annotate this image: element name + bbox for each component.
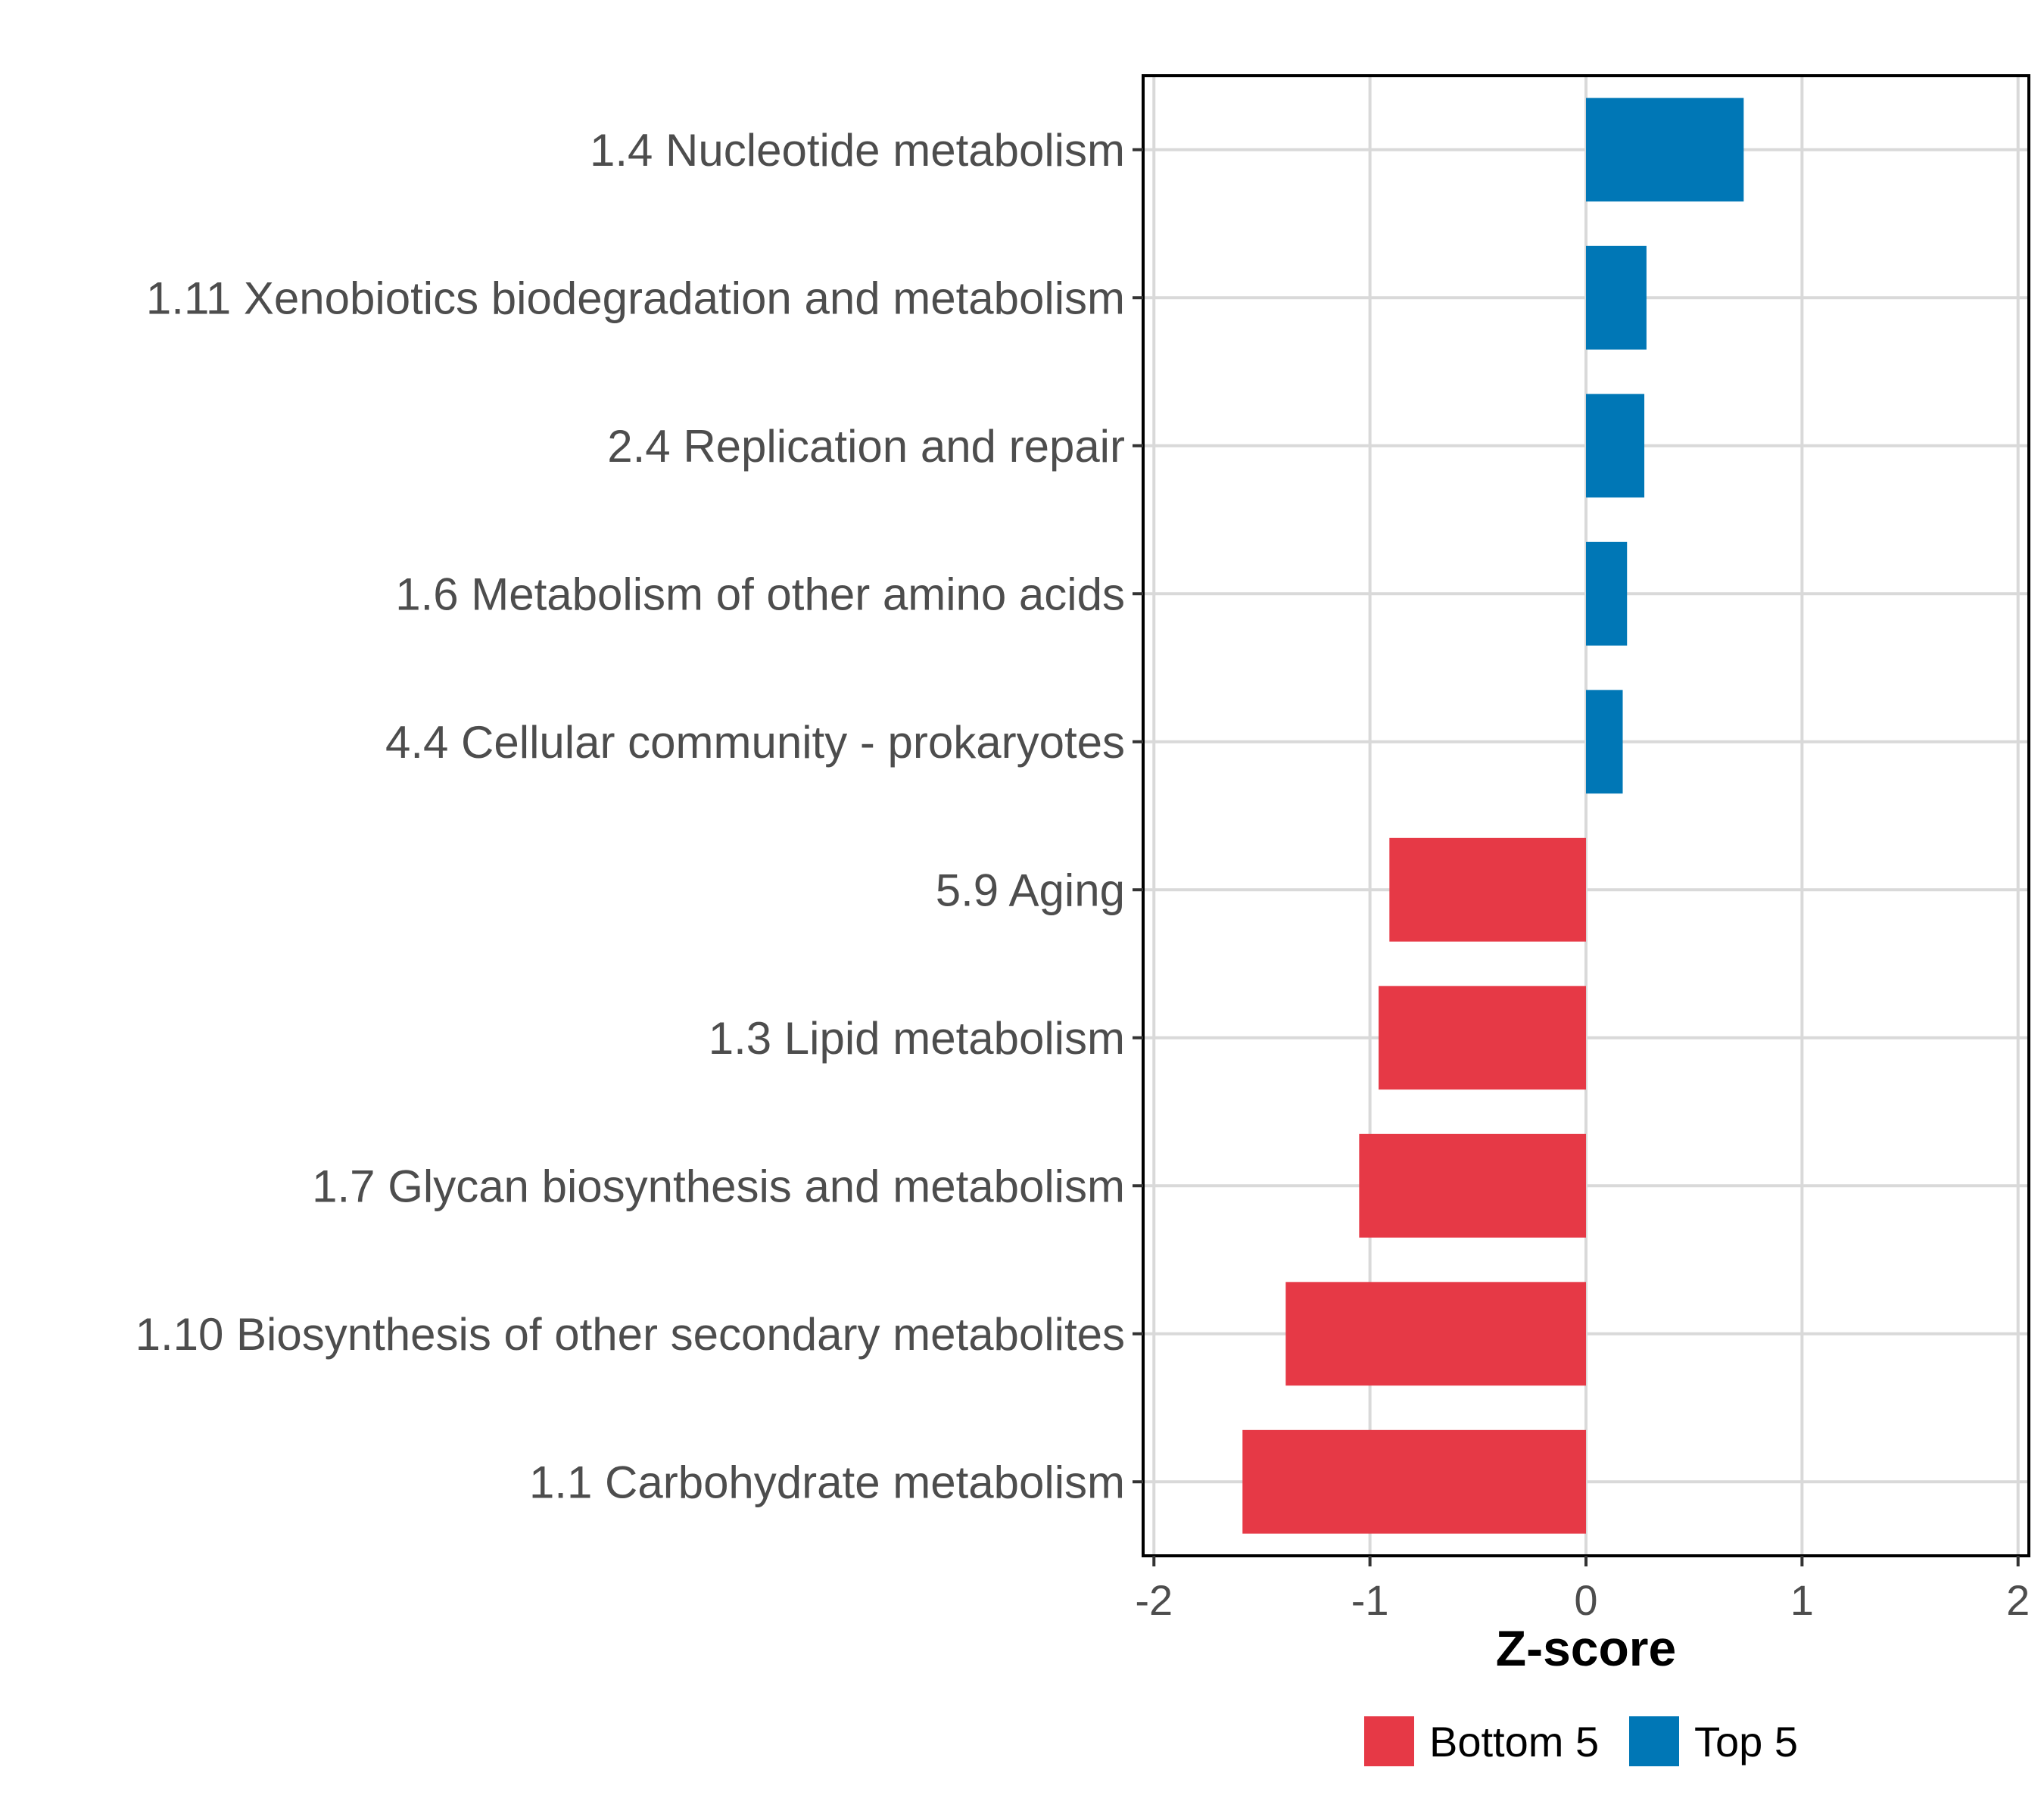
bar — [1586, 394, 1645, 498]
category-label: 5.9 Aging — [936, 865, 1125, 915]
x-tick-label: 0 — [1574, 1576, 1597, 1624]
legend-label: Top 5 — [1694, 1718, 1798, 1766]
category-label: 1.6 Metabolism of other amino acids — [395, 569, 1125, 619]
legend-swatch — [1629, 1716, 1679, 1766]
category-label: 1.11 Xenobiotics biodegradation and meta… — [146, 273, 1125, 323]
bar — [1586, 245, 1647, 350]
axis-layer: 1.4 Nucleotide metabolism 1.11 Xenobiotic… — [136, 125, 2030, 1624]
x-tick-label: 2 — [2006, 1576, 2030, 1624]
category-label: 1.1 Carbohydrate metabolism — [529, 1457, 1125, 1507]
legend: Bottom 5 Top 5 — [1364, 1716, 1798, 1766]
bar — [1285, 1282, 1586, 1386]
bar — [1389, 837, 1586, 942]
category-label: 1.7 Glycan biosynthesis and metabolism — [312, 1161, 1125, 1211]
bar — [1379, 986, 1586, 1090]
category-label: 1.4 Nucleotide metabolism — [590, 125, 1125, 176]
bar — [1359, 1133, 1586, 1238]
category-label: 4.4 Cellular community - prokaryotes — [385, 717, 1125, 768]
bar — [1586, 541, 1628, 646]
bar-layer — [1242, 98, 1744, 1534]
bar — [1586, 98, 1744, 202]
bar — [1586, 690, 1623, 794]
x-tick-label: 1 — [1790, 1576, 1814, 1624]
x-axis-title: Z-score — [1496, 1620, 1676, 1676]
legend-label: Bottom 5 — [1429, 1718, 1599, 1766]
legend-swatch — [1364, 1716, 1414, 1766]
bar — [1242, 1429, 1586, 1534]
x-tick-label: -1 — [1351, 1576, 1389, 1624]
category-label: 1.10 Biosynthesis of other secondary met… — [136, 1309, 1125, 1360]
x-tick-label: -2 — [1135, 1576, 1173, 1624]
category-label: 1.3 Lipid metabolism — [709, 1013, 1125, 1064]
category-label: 2.4 Replication and repair — [607, 421, 1125, 472]
